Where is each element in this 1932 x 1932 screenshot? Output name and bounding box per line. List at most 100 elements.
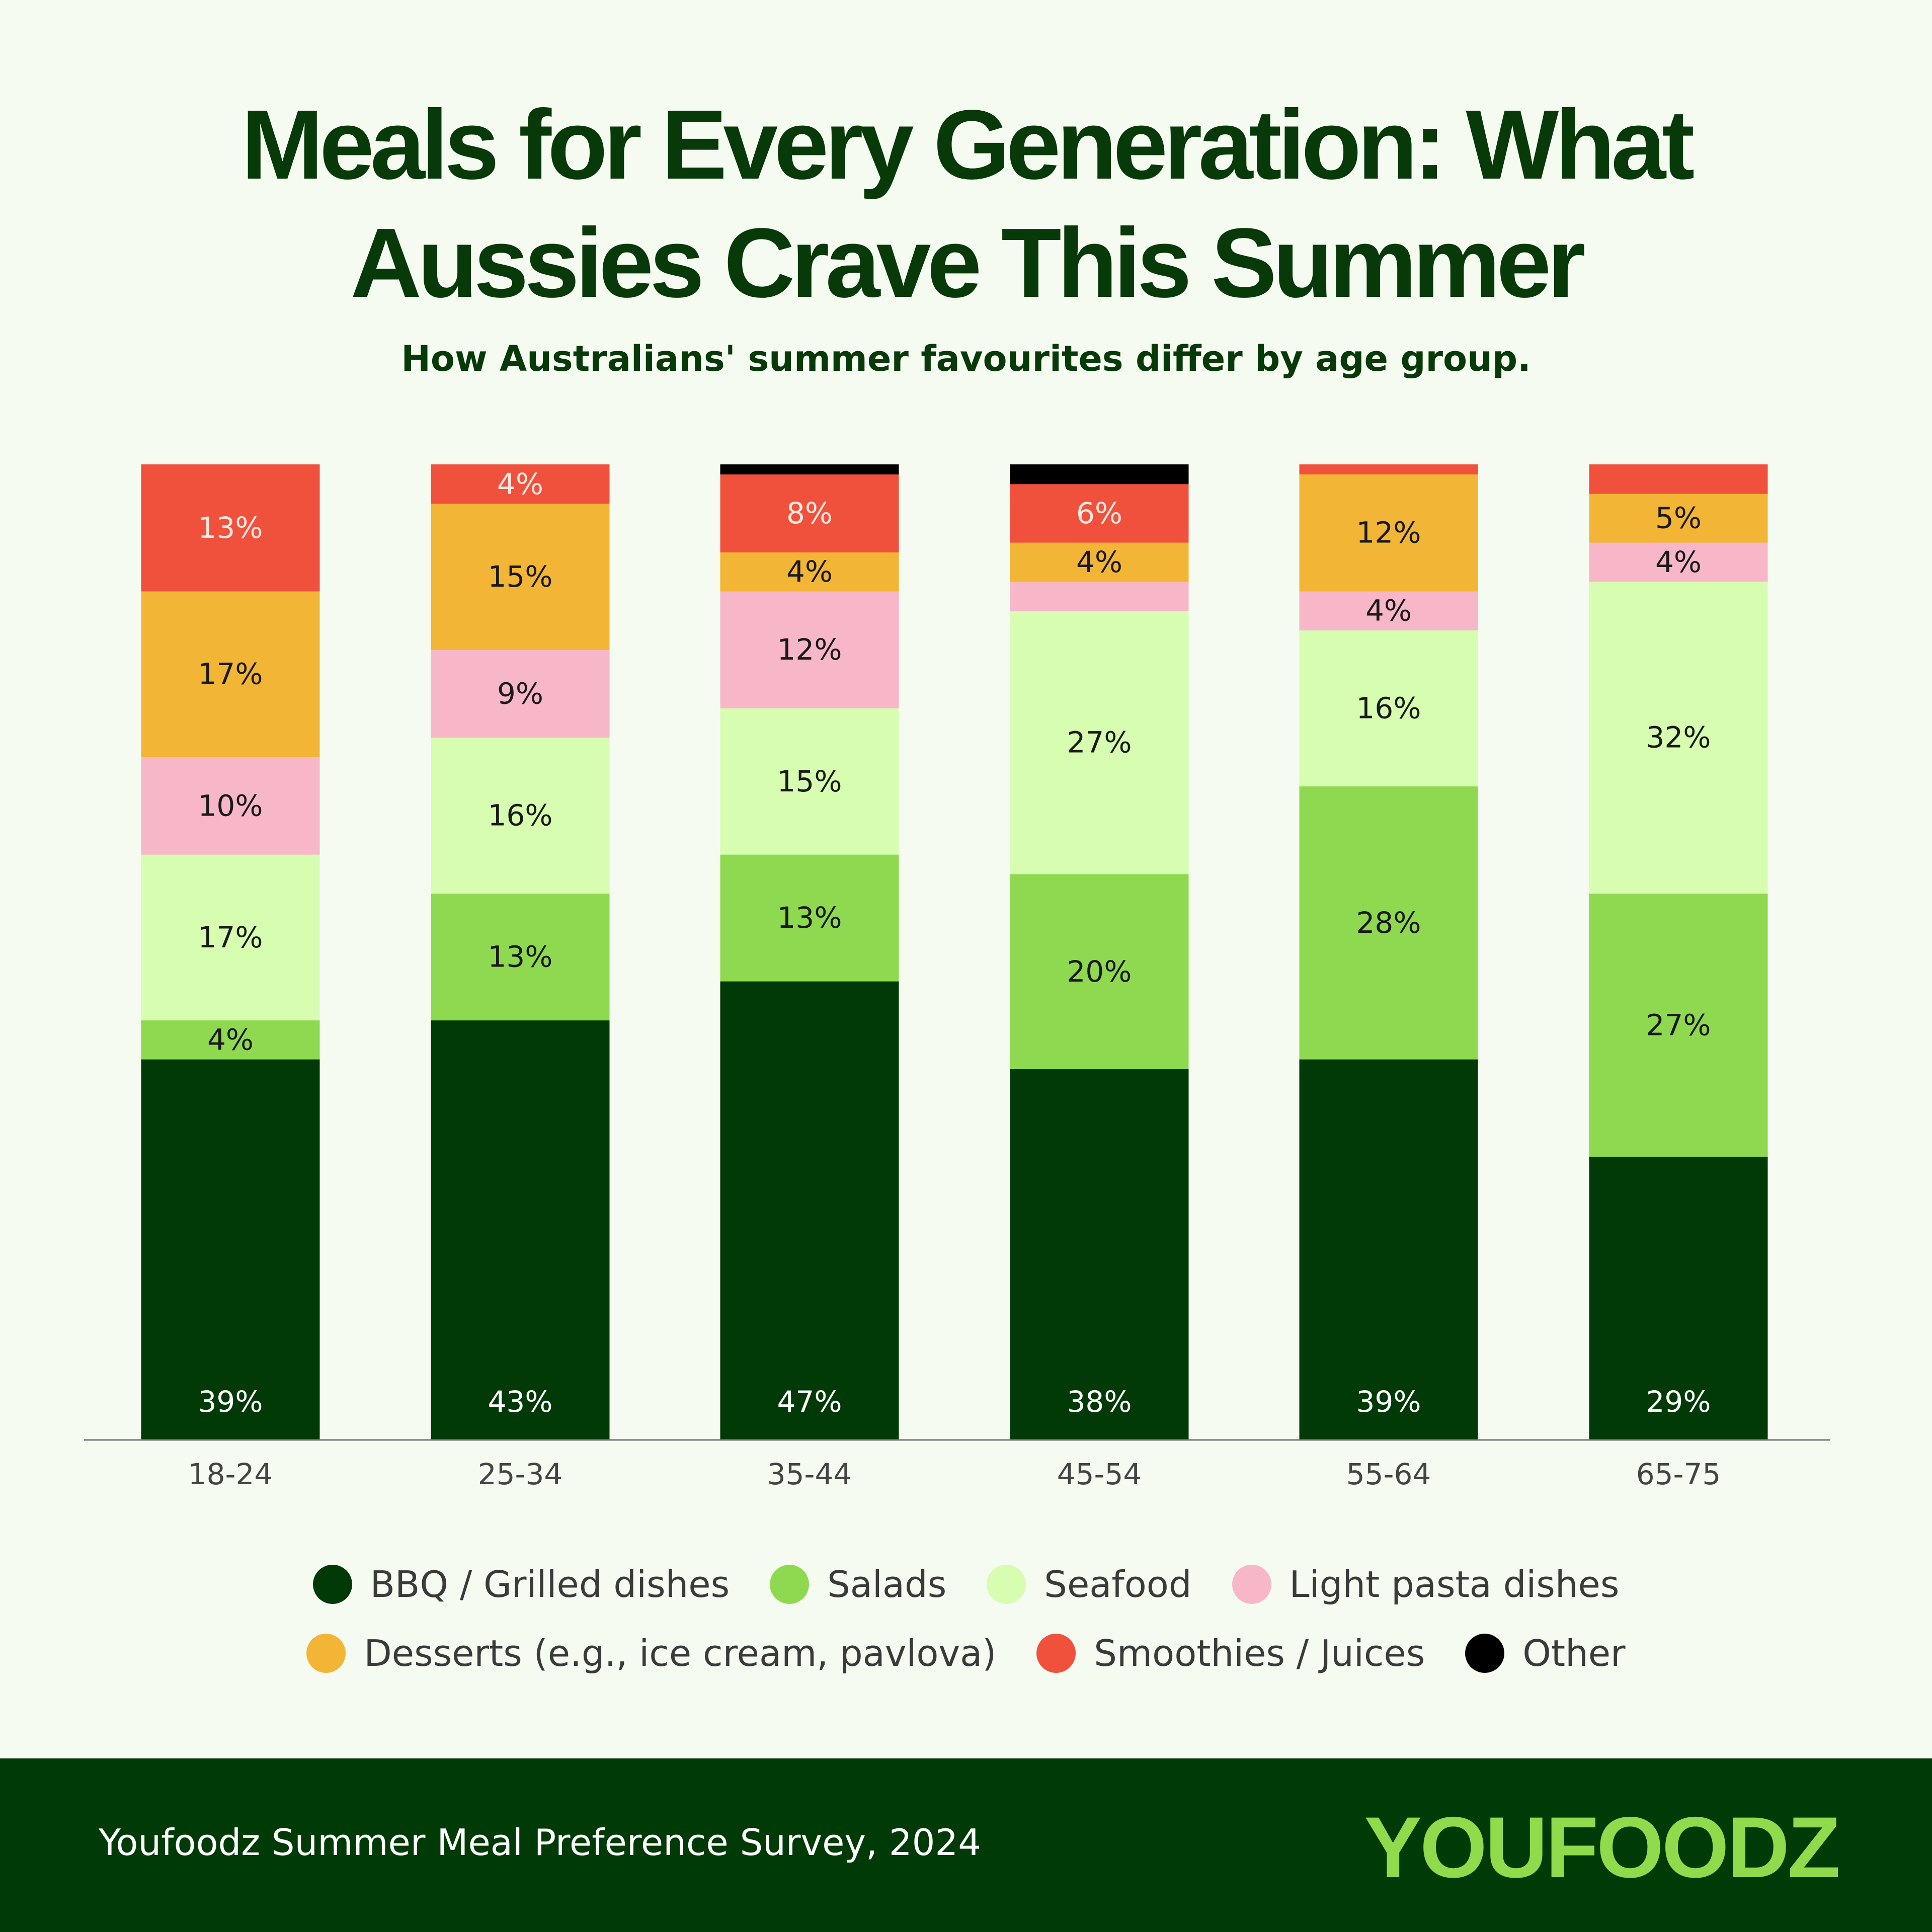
legend-label: Seafood — [1044, 1563, 1192, 1605]
bar-segment — [431, 893, 610, 1021]
chart-title: Meals for Every Generation: What Aussies … — [0, 86, 1932, 322]
data-label: 4% — [207, 1022, 254, 1057]
legend-item: BBQ / Grilled dishes — [312, 1563, 730, 1605]
x-tick-label: 45-54 — [1057, 1457, 1142, 1491]
chart-subtitle: How Australians' summer favourites diffe… — [401, 338, 1531, 379]
legend-item: Seafood — [987, 1563, 1192, 1605]
bar-segment — [1589, 893, 1768, 1157]
data-label: 9% — [497, 676, 543, 710]
bar-segment — [141, 1020, 320, 1060]
legend-row: BBQ / Grilled dishes Salads Seafood Light p… — [0, 1550, 1932, 1619]
data-label: 6% — [1076, 496, 1122, 530]
data-label: 4% — [1365, 594, 1412, 628]
data-label: 12% — [777, 632, 842, 667]
legend-item: Salads — [770, 1563, 946, 1605]
data-label: 27% — [1067, 725, 1132, 759]
bar-segment — [1299, 464, 1478, 474]
source-note: Youfoodz Summer Meal Preference Survey, … — [99, 1821, 982, 1864]
bar-segment — [141, 1059, 320, 1439]
data-label: 17% — [198, 657, 263, 691]
data-label: 4% — [497, 467, 543, 501]
data-label: 13% — [777, 901, 842, 935]
data-label: 29% — [1646, 1385, 1711, 1419]
bar-segment — [1299, 474, 1478, 592]
data-label: 20% — [1067, 954, 1132, 989]
bar-segment — [1010, 484, 1189, 543]
bar-segment — [431, 1020, 610, 1439]
bar-segment — [720, 591, 899, 708]
data-label: 15% — [777, 764, 842, 798]
data-label: 13% — [198, 511, 263, 545]
title-line-1: Meals for Every Generation: What — [241, 90, 1695, 200]
bar-segment — [141, 591, 320, 757]
bar-segment — [1010, 610, 1189, 874]
data-label: 16% — [488, 798, 553, 833]
data-label: 38% — [1067, 1385, 1132, 1419]
data-label: 16% — [1356, 691, 1421, 726]
bar-segment — [1010, 542, 1189, 582]
bar-segment — [1299, 591, 1478, 630]
bar-segment — [141, 757, 320, 855]
data-label: 4% — [1076, 545, 1122, 579]
data-label: 47% — [777, 1385, 842, 1419]
bar-segment — [141, 854, 320, 1021]
legend-item: Light pasta dishes — [1232, 1563, 1620, 1605]
data-label: 5% — [1655, 501, 1702, 535]
data-label: 15% — [488, 559, 553, 594]
legend-item: Smoothies / Juices — [1036, 1632, 1425, 1674]
title-line-2: Aussies Crave This Summer — [350, 208, 1585, 318]
bar-segment — [1589, 581, 1768, 894]
youfoodz-logo: YOUFOODZ — [1364, 1799, 1840, 1896]
bar-segment — [720, 474, 899, 552]
legend-label: Salads — [827, 1563, 947, 1605]
legend-swatch-icon — [312, 1564, 352, 1604]
bar-segment — [431, 737, 610, 894]
bar-segment — [431, 503, 610, 650]
data-label: 13% — [488, 940, 553, 974]
bar-segment — [720, 552, 899, 592]
bar-segment — [1010, 873, 1189, 1070]
data-label: 32% — [1646, 720, 1711, 755]
data-label: 43% — [488, 1385, 553, 1419]
bar-segment — [1299, 1059, 1478, 1439]
bar-segment — [1589, 464, 1768, 494]
x-tick-label: 55-64 — [1346, 1457, 1431, 1491]
legend-swatch-icon — [1036, 1633, 1076, 1673]
x-tick-label: 18-24 — [188, 1457, 273, 1491]
bar-segment — [431, 464, 610, 504]
x-tick-label: 35-44 — [767, 1457, 852, 1491]
legend-swatch-icon — [987, 1564, 1026, 1604]
data-label: 10% — [198, 788, 263, 823]
bar-segment — [431, 650, 610, 738]
data-label: 12% — [1356, 516, 1421, 550]
bar-segment — [1010, 581, 1189, 611]
legend: BBQ / Grilled dishes Salads Seafood Light p… — [0, 1550, 1932, 1687]
bar-segment — [1010, 464, 1189, 485]
bar-segment — [141, 464, 320, 592]
legend-label: Desserts (e.g., ice cream, pavlova) — [364, 1632, 997, 1674]
bar-segment — [1589, 494, 1768, 543]
data-label: 39% — [198, 1385, 263, 1419]
data-label: 17% — [198, 920, 263, 954]
legend-swatch-icon — [1232, 1564, 1271, 1604]
bar-segment — [720, 981, 899, 1439]
data-label: 4% — [1655, 545, 1702, 579]
bar-segment — [720, 854, 899, 982]
footer: Youfoodz Summer Meal Preference Survey, … — [0, 1758, 1932, 1932]
x-tick-label: 65-75 — [1636, 1457, 1721, 1491]
legend-item: Other — [1465, 1632, 1626, 1674]
legend-item: Desserts (e.g., ice cream, pavlova) — [306, 1632, 996, 1674]
bar-segment — [720, 708, 899, 855]
legend-label: Smoothies / Juices — [1094, 1632, 1425, 1674]
bar-segment — [720, 464, 899, 474]
bar-segment — [1010, 1069, 1189, 1439]
bar-segment — [1589, 542, 1768, 582]
legend-label: BBQ / Grilled dishes — [370, 1563, 730, 1605]
legend-label: Light pasta dishes — [1289, 1563, 1620, 1605]
data-label: 8% — [786, 496, 833, 530]
legend-swatch-icon — [770, 1564, 810, 1604]
legend-swatch-icon — [1465, 1633, 1505, 1673]
bar-segment — [1299, 786, 1478, 1060]
bar-segment — [1299, 630, 1478, 787]
legend-row: Desserts (e.g., ice cream, pavlova) Smoot… — [0, 1619, 1932, 1687]
